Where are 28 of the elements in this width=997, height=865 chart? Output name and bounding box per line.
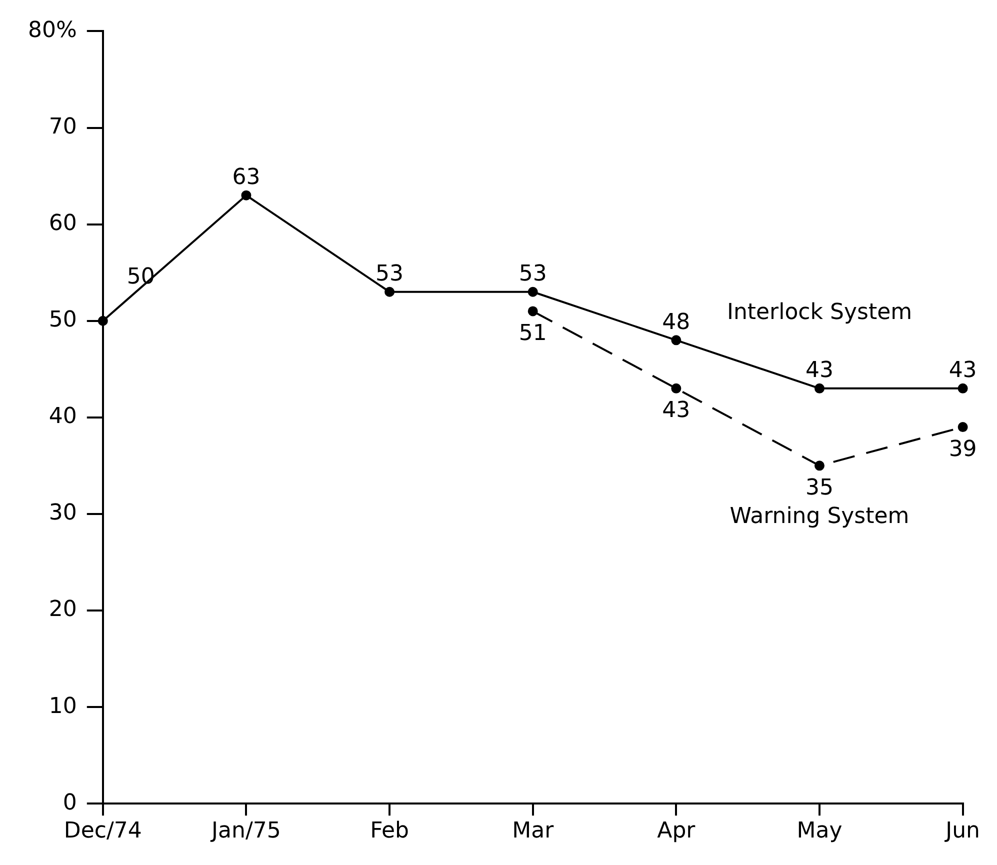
y-tick-label: 20 [48, 597, 77, 622]
series-label: Interlock System [726, 300, 912, 326]
data-label: 43 [805, 358, 834, 384]
data-label: 63 [232, 165, 260, 190]
x-tick-label: Jun [944, 818, 980, 844]
x-tick-label: Jan/75 [210, 818, 281, 844]
data-label: 53 [518, 262, 547, 287]
y-tick-label: 80% [28, 18, 77, 43]
y-tick-label: 0 [62, 790, 77, 816]
data-label: 35 [805, 475, 834, 500]
text: Warning System [730, 504, 910, 529]
x-tick-label: Apr [657, 818, 696, 844]
x-tick-label: Dec/74 [64, 818, 142, 844]
data-label: 43 [662, 398, 690, 424]
y-tick-label: 10 [48, 694, 77, 719]
data-label: 43 [948, 358, 977, 384]
data-label: 39 [948, 436, 977, 462]
data-label: 53 [376, 262, 404, 287]
y-tick-label: 70 [48, 114, 77, 140]
x-tick-label: May [796, 818, 842, 844]
y-tick-label: 40 [48, 404, 77, 430]
data-label: 48 [662, 310, 690, 335]
y-tick-label: 30 [48, 500, 77, 526]
x-tick-label: Mar [512, 818, 555, 844]
data-label: 51 [518, 320, 547, 346]
x-tick-label: Feb [370, 818, 410, 844]
y-tick-label: 60 [48, 211, 77, 236]
y-tick-label: 50 [48, 308, 77, 333]
